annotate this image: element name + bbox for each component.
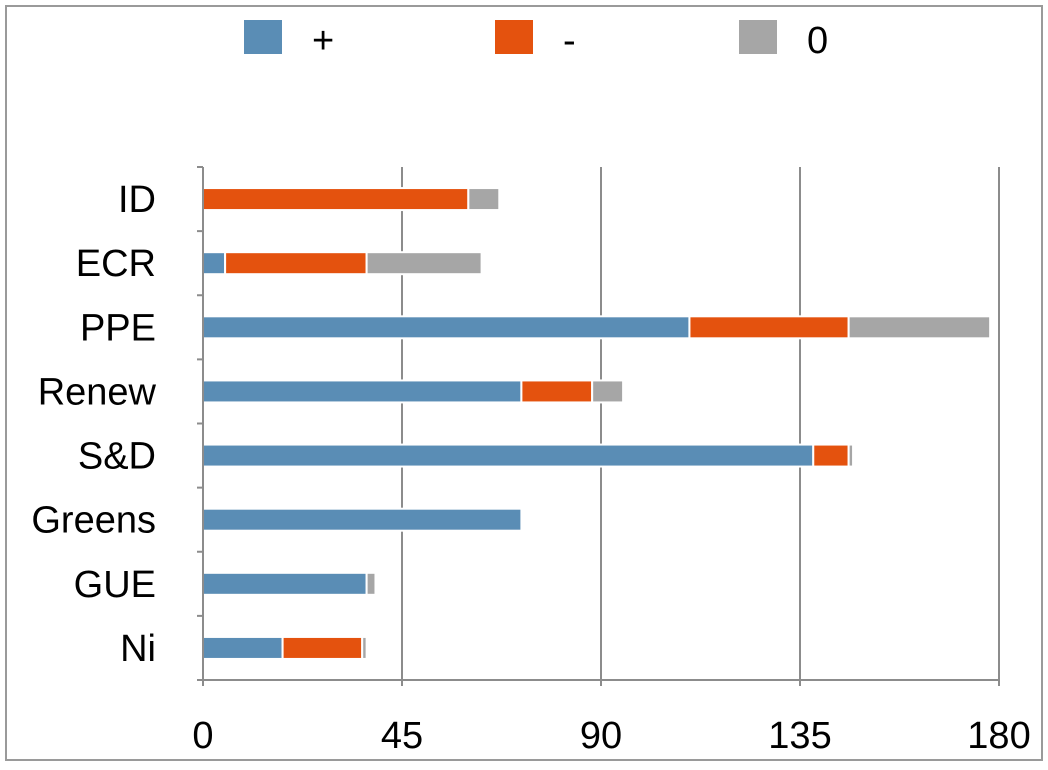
bar-0-series-2 xyxy=(467,187,501,212)
category-label-6: GUE xyxy=(74,564,156,606)
x-tick-label-1: 45 xyxy=(381,715,423,757)
axes xyxy=(197,166,1000,686)
category-label-1: ECR xyxy=(76,243,156,285)
legend-swatch-2 xyxy=(739,20,777,54)
bar-5-series-0 xyxy=(202,507,523,532)
x-tick-labels: 0 45 90 135 180 xyxy=(192,715,1030,757)
bar-6-series-0 xyxy=(202,571,368,596)
legend-label-2: 0 xyxy=(807,20,828,62)
x-tick-label-0: 0 xyxy=(192,715,213,757)
x-tick-label-4: 180 xyxy=(967,715,1030,757)
bars xyxy=(202,187,992,660)
bar-7-series-2 xyxy=(361,635,368,660)
bar-3-series-1 xyxy=(520,379,594,404)
bar-4-series-2 xyxy=(847,443,855,468)
category-label-5: Greens xyxy=(31,500,156,542)
gridlines xyxy=(401,167,1000,680)
legend-swatch-1 xyxy=(495,20,533,54)
category-label-4: S&D xyxy=(78,436,156,478)
bar-2-series-2 xyxy=(847,315,992,340)
bar-4-series-1 xyxy=(812,443,850,468)
bar-2-series-1 xyxy=(688,315,850,340)
x-tick-label-2: 90 xyxy=(580,715,622,757)
category-label-0: ID xyxy=(118,179,156,221)
bar-4-series-0 xyxy=(202,443,815,468)
bar-1-series-1 xyxy=(224,251,368,276)
bar-2-series-0 xyxy=(202,315,691,340)
bar-0-series-1 xyxy=(202,187,470,212)
bar-3-series-2 xyxy=(591,379,625,404)
bar-7-series-1 xyxy=(281,635,364,660)
legend-swatch-0 xyxy=(244,20,282,54)
bar-1-series-2 xyxy=(365,251,483,276)
legend-label-1: - xyxy=(563,20,576,62)
legend: + - 0 xyxy=(244,20,828,62)
legend-label-0: + xyxy=(312,20,334,62)
bar-1-series-0 xyxy=(202,251,227,276)
category-labels: ID ECR PPE Renew S&D Greens GUE Ni xyxy=(31,179,156,670)
bar-6-series-2 xyxy=(365,571,377,596)
category-label-3: Renew xyxy=(38,371,157,413)
bar-7-series-0 xyxy=(202,635,284,660)
category-label-2: PPE xyxy=(80,307,156,349)
category-label-7: Ni xyxy=(120,628,156,670)
x-tick-label-3: 135 xyxy=(768,715,831,757)
bar-3-series-0 xyxy=(202,379,523,404)
